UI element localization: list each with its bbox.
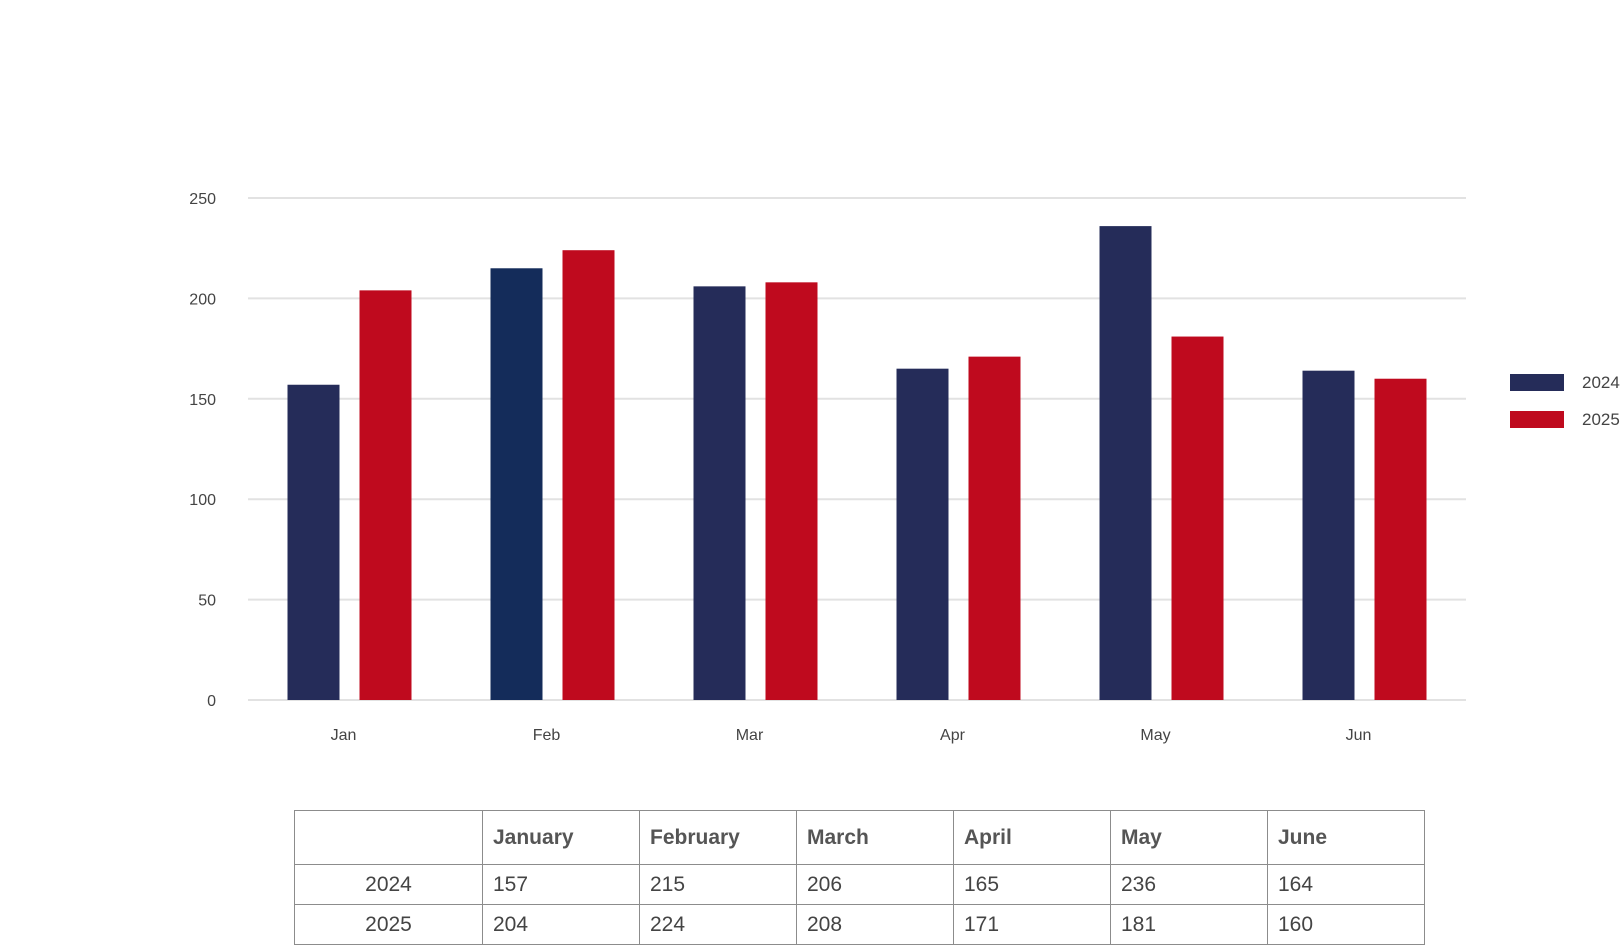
table-row: 2025 204 224 208 171 181 160 bbox=[294, 904, 1425, 945]
table-cell: 165 bbox=[953, 864, 1111, 905]
legend-label-2024: 2024 bbox=[1582, 373, 1620, 392]
table-header-corner bbox=[294, 810, 483, 865]
table-cell: 181 bbox=[1110, 904, 1268, 945]
gridlines bbox=[248, 197, 1466, 701]
y-tick-label: 50 bbox=[198, 593, 216, 610]
x-tick-label: Apr bbox=[940, 727, 966, 744]
bar-2025-Apr bbox=[968, 356, 1021, 700]
x-tick-label: Jan bbox=[331, 727, 357, 744]
x-tick-label: Mar bbox=[736, 727, 764, 744]
bar-2025-Jun bbox=[1374, 378, 1427, 700]
bar-2025-Mar bbox=[765, 282, 818, 700]
bar-2025-Feb bbox=[562, 250, 615, 700]
table-header-cell: March bbox=[796, 810, 954, 865]
y-tick-label: 0 bbox=[207, 693, 216, 710]
table-cell: 171 bbox=[953, 904, 1111, 945]
bar-2024-May bbox=[1099, 226, 1152, 700]
bar-2025-May bbox=[1171, 336, 1224, 700]
table-row: 2024 157 215 206 165 236 164 bbox=[294, 864, 1425, 905]
y-tick-label: 100 bbox=[189, 492, 216, 509]
x-tick-label: Jun bbox=[1346, 727, 1372, 744]
table-cell: 164 bbox=[1267, 864, 1425, 905]
table-cell: 208 bbox=[796, 904, 954, 945]
x-tick-label: May bbox=[1140, 727, 1170, 744]
table-cell: 204 bbox=[482, 904, 640, 945]
bar-2024-Jun bbox=[1302, 370, 1355, 700]
bar-2024-Apr bbox=[896, 368, 949, 700]
table-cell: 215 bbox=[639, 864, 797, 905]
table-header-cell: June bbox=[1267, 810, 1425, 865]
table-cell: 224 bbox=[639, 904, 797, 945]
y-axis-ticks: 0 50 100 150 200 250 bbox=[189, 191, 216, 710]
table-header-cell: May bbox=[1110, 810, 1268, 865]
y-tick-label: 250 bbox=[189, 191, 216, 208]
x-tick-label: Feb bbox=[533, 727, 561, 744]
table-cell: 206 bbox=[796, 864, 954, 905]
y-tick-label: 150 bbox=[189, 392, 216, 409]
bar-2024-Jan bbox=[287, 384, 340, 700]
y-tick-label: 200 bbox=[189, 291, 216, 308]
x-axis-ticks: Jan Feb Mar Apr May Jun bbox=[331, 727, 1372, 744]
table-header-cell: January bbox=[482, 810, 640, 865]
table-row-label: 2025 bbox=[294, 904, 483, 945]
legend-swatch-2025 bbox=[1510, 411, 1564, 428]
table-header-cell: February bbox=[639, 810, 797, 865]
bar-2025-Jan bbox=[359, 290, 412, 700]
bar-2024-Mar bbox=[693, 286, 746, 700]
table-header-row: January February March April May June bbox=[294, 810, 1425, 865]
table-cell: 160 bbox=[1267, 904, 1425, 945]
table-row-label: 2024 bbox=[294, 864, 483, 905]
table-cell: 236 bbox=[1110, 864, 1268, 905]
table-cell: 157 bbox=[482, 864, 640, 905]
bars bbox=[287, 226, 1427, 700]
data-table: January February March April May June 20… bbox=[294, 810, 1425, 945]
bar-2024-Feb bbox=[490, 268, 543, 700]
legend: 2024 2025 bbox=[1510, 373, 1620, 429]
table-header-cell: April bbox=[953, 810, 1111, 865]
legend-swatch-2024 bbox=[1510, 374, 1564, 391]
legend-label-2025: 2025 bbox=[1582, 410, 1620, 429]
